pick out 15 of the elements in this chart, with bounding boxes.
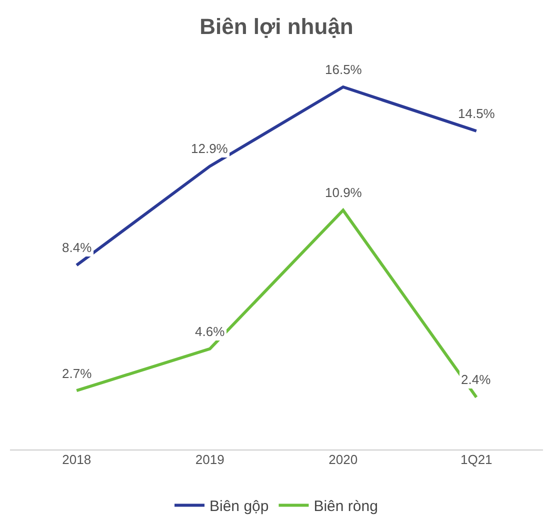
data-label: 10.9% [325,185,362,200]
x-tick-label: 2019 [195,452,224,467]
data-label: 2.7% [62,366,92,381]
x-tick-label: 2018 [62,452,92,467]
x-tick-label: 2020 [328,452,358,467]
x-tick-label: 1Q21 [460,452,492,467]
legend-label: Biên gộp [210,498,269,516]
data-label: 4.6% [195,324,226,339]
legend-label: Biên ròng [314,498,378,516]
data-label: 14.5% [458,106,496,121]
data-label: 16.5% [325,62,362,77]
data-label: 12.9% [191,141,228,156]
data-label: 8.4% [62,240,92,255]
data-label: 2.4% [461,372,492,387]
chart-title: Biên lợi nhuận [200,14,354,40]
